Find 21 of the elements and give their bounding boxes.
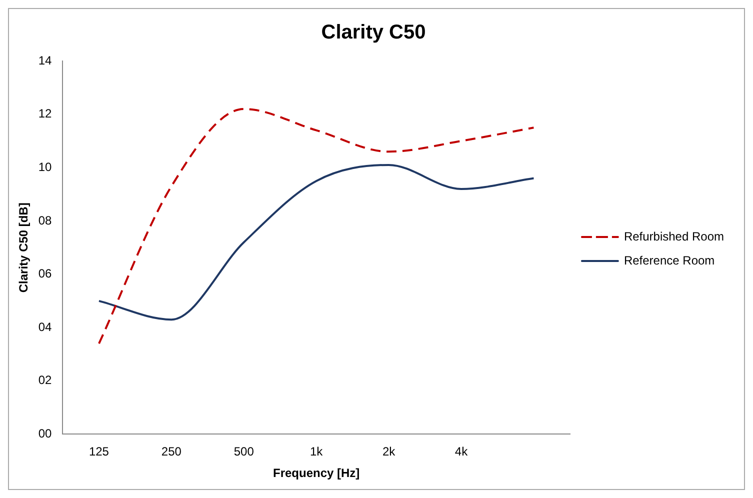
y-tick-label: 08 [38,213,52,228]
legend-label: Refurbished Room [624,229,724,244]
line-series [98,108,535,345]
x-tick-label: 250 [161,444,182,459]
chart-title: Clarity C50 [321,22,426,44]
x-tick-label: 4k [454,444,469,459]
y-tick-label: 04 [38,320,52,334]
y-tick-label: 06 [38,266,52,281]
y-tick-label: 02 [38,373,52,388]
x-tick-label: 125 [88,444,110,459]
x-tick-label: 500 [234,444,254,459]
y-tick-label: 14 [38,53,52,68]
x-tick-label: 1k [310,444,324,459]
y-tick-label: 00 [38,426,52,441]
x-tick-label: 2k [382,444,396,459]
y-tick-label: 10 [38,160,52,174]
y-axis-title: Clarity C50 [dB] [16,202,31,293]
x-axis-title: Frequency [Hz] [273,466,360,480]
y-tick-label: 12 [38,106,52,121]
legend-label: Reference Room [624,253,715,268]
line-series [98,164,535,321]
